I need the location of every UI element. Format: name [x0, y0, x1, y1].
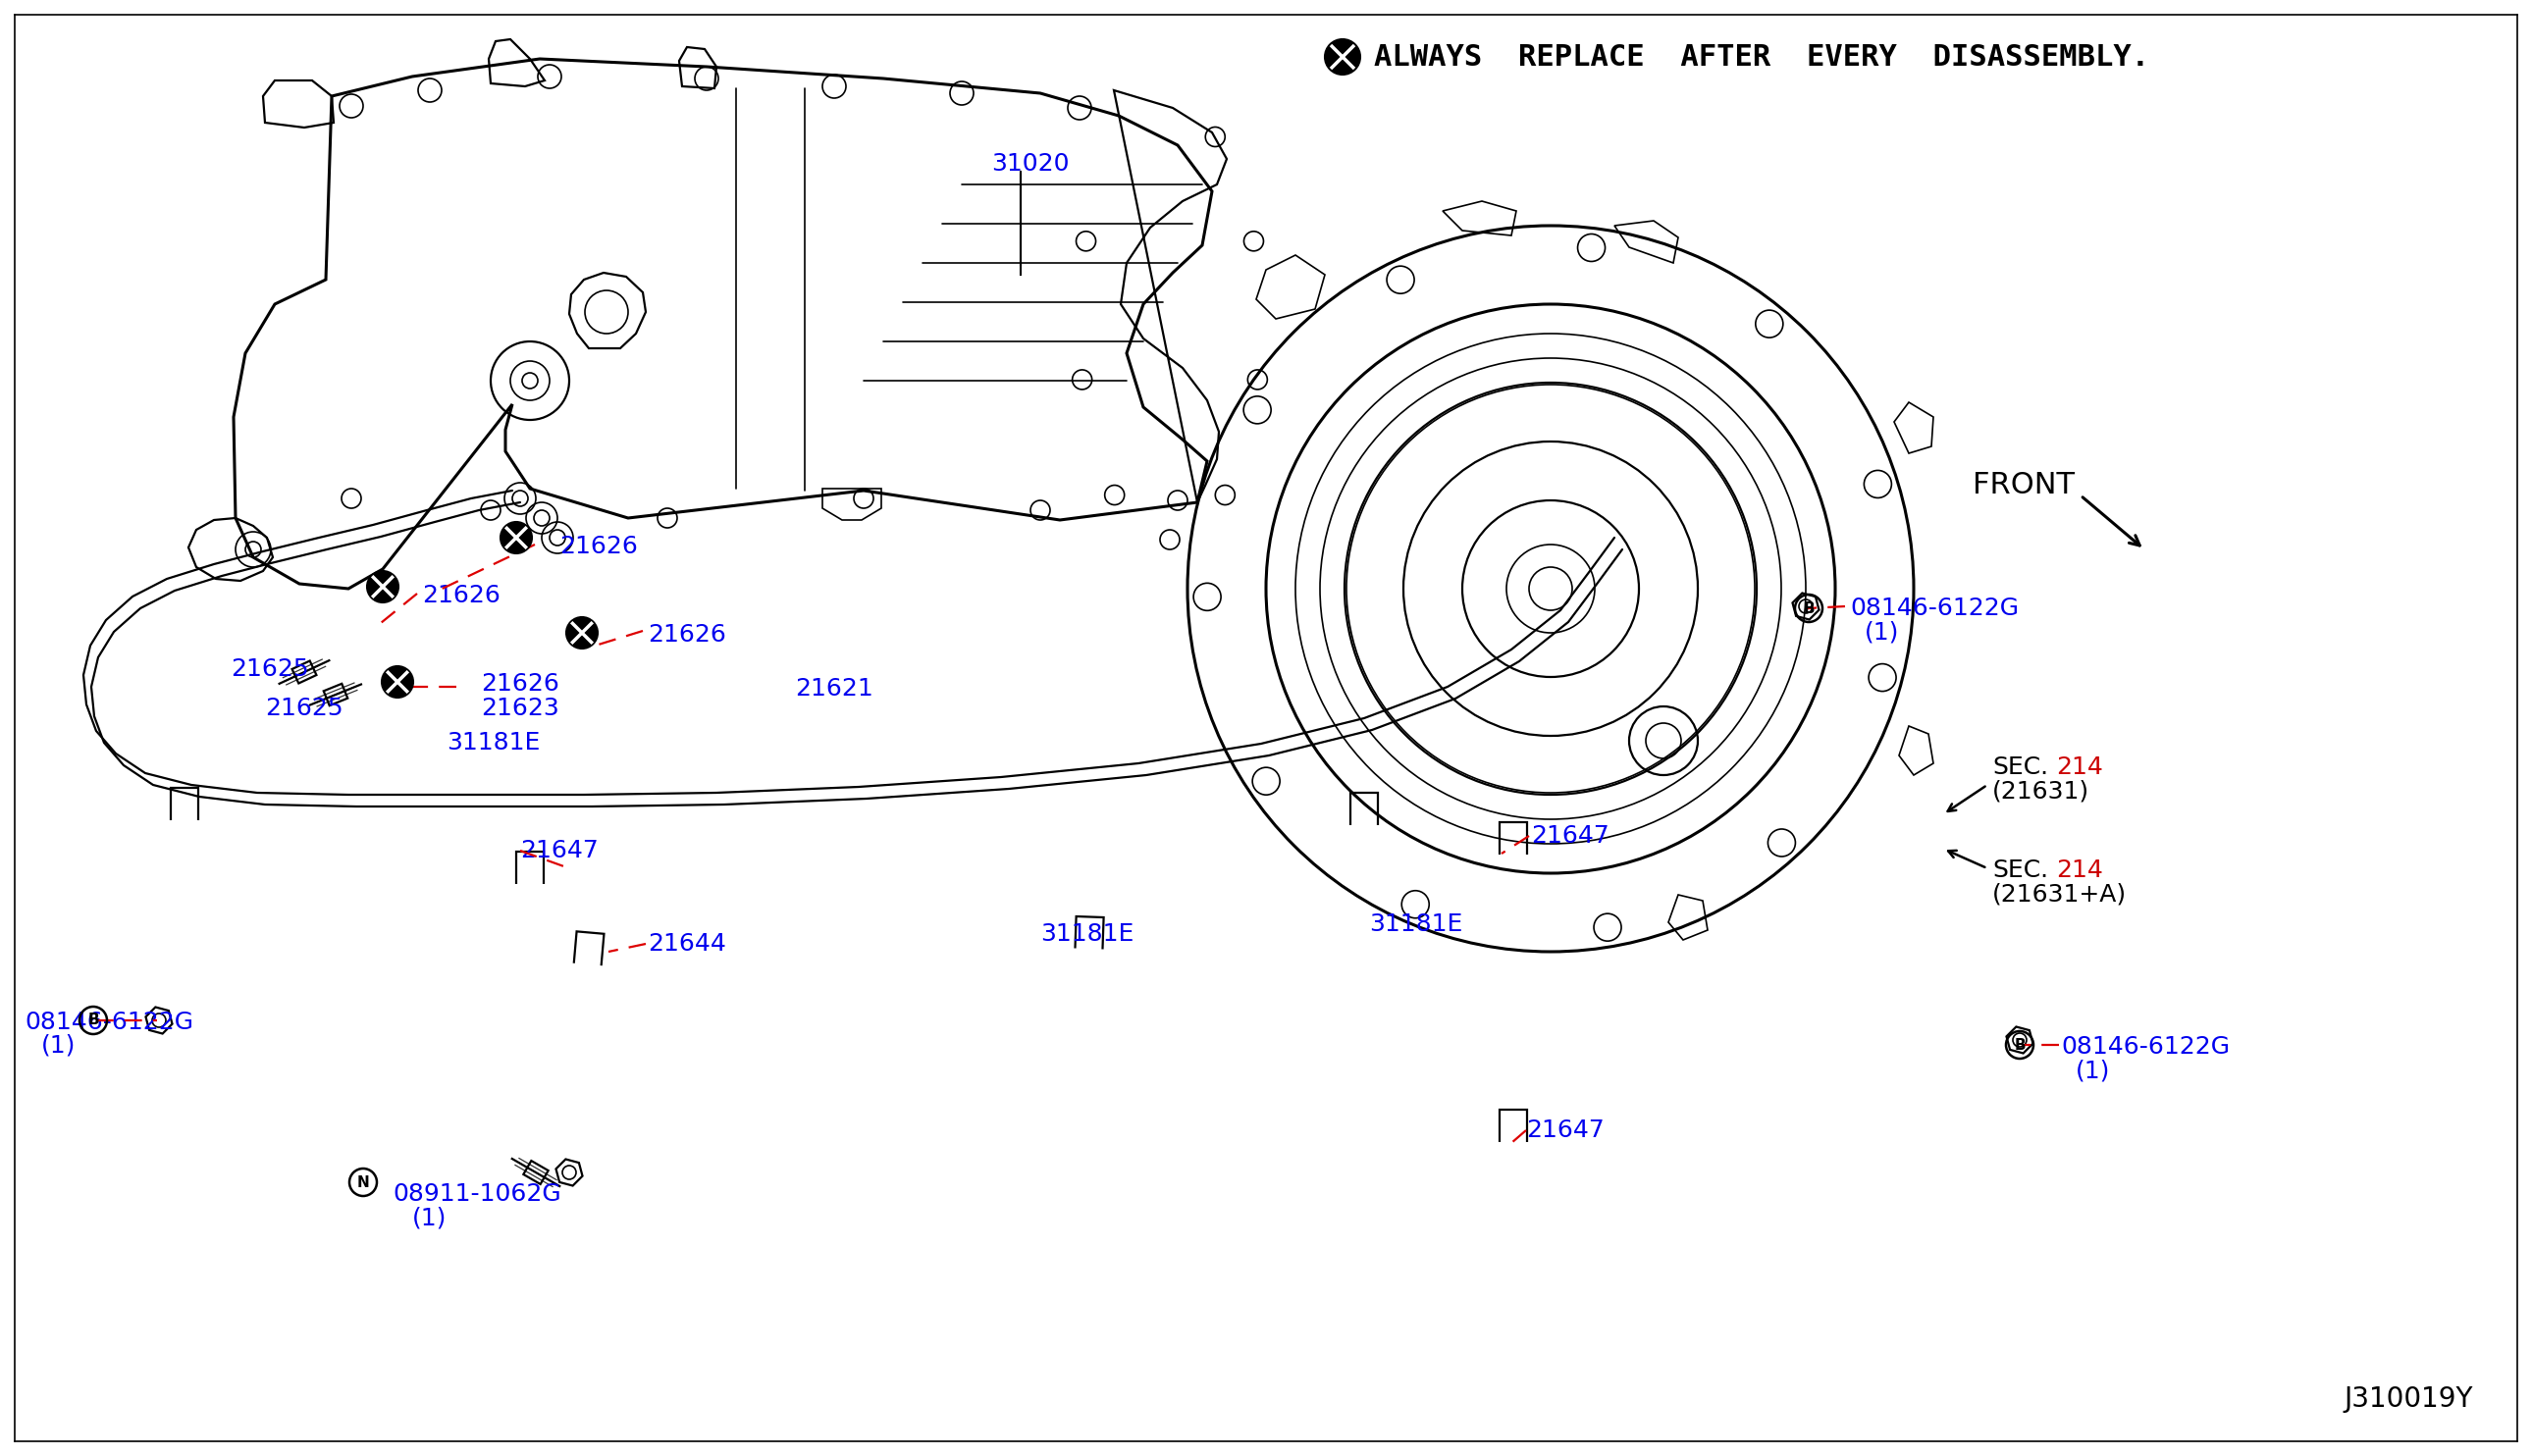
Text: 21625: 21625	[266, 696, 344, 721]
Circle shape	[522, 373, 537, 389]
Text: 31020: 31020	[990, 151, 1069, 176]
Text: B: B	[89, 1013, 99, 1028]
Circle shape	[567, 617, 598, 648]
Circle shape	[367, 571, 398, 603]
Text: 21626: 21626	[423, 584, 501, 607]
Circle shape	[501, 521, 532, 553]
Text: 31181E: 31181E	[1370, 913, 1463, 936]
Text: J310019Y: J310019Y	[2345, 1385, 2474, 1412]
Text: FRONT: FRONT	[1972, 470, 2074, 499]
Text: (1): (1)	[1864, 620, 1899, 644]
Text: 21625: 21625	[230, 657, 309, 681]
Text: 21626: 21626	[648, 623, 727, 646]
Text: SEC.: SEC.	[1993, 859, 2048, 882]
Text: (1): (1)	[413, 1206, 448, 1229]
Text: 21626: 21626	[560, 534, 638, 558]
Text: 21623: 21623	[481, 696, 560, 721]
Text: (21631+A): (21631+A)	[1993, 882, 2127, 906]
Text: 21647: 21647	[519, 839, 598, 862]
Text: 08911-1062G: 08911-1062G	[392, 1182, 562, 1206]
Text: N: N	[357, 1175, 370, 1190]
Text: 214: 214	[2056, 756, 2104, 779]
Text: 21647: 21647	[1532, 824, 1610, 847]
Text: 214: 214	[2056, 859, 2104, 882]
Text: SEC.: SEC.	[1993, 756, 2048, 779]
Text: (1): (1)	[41, 1034, 76, 1057]
Circle shape	[382, 667, 413, 697]
Text: 21621: 21621	[795, 677, 874, 700]
Text: B: B	[1803, 601, 1815, 616]
Text: 08146-6122G: 08146-6122G	[25, 1010, 192, 1034]
Text: 21644: 21644	[648, 932, 727, 955]
Circle shape	[1324, 39, 1360, 74]
Text: (1): (1)	[2076, 1059, 2109, 1082]
Circle shape	[1529, 566, 1572, 610]
Text: (21631): (21631)	[1993, 779, 2089, 802]
Text: 08146-6122G: 08146-6122G	[1851, 597, 2018, 620]
Text: 08146-6122G: 08146-6122G	[2061, 1035, 2231, 1059]
Text: 31181E: 31181E	[1041, 922, 1134, 946]
Text: 31181E: 31181E	[446, 731, 539, 754]
Text: ALWAYS  REPLACE  AFTER  EVERY  DISASSEMBLY.: ALWAYS REPLACE AFTER EVERY DISASSEMBLY.	[1375, 42, 2150, 71]
Text: 21626: 21626	[481, 673, 560, 696]
Text: 21647: 21647	[1527, 1118, 1605, 1142]
Text: B: B	[2013, 1038, 2026, 1053]
